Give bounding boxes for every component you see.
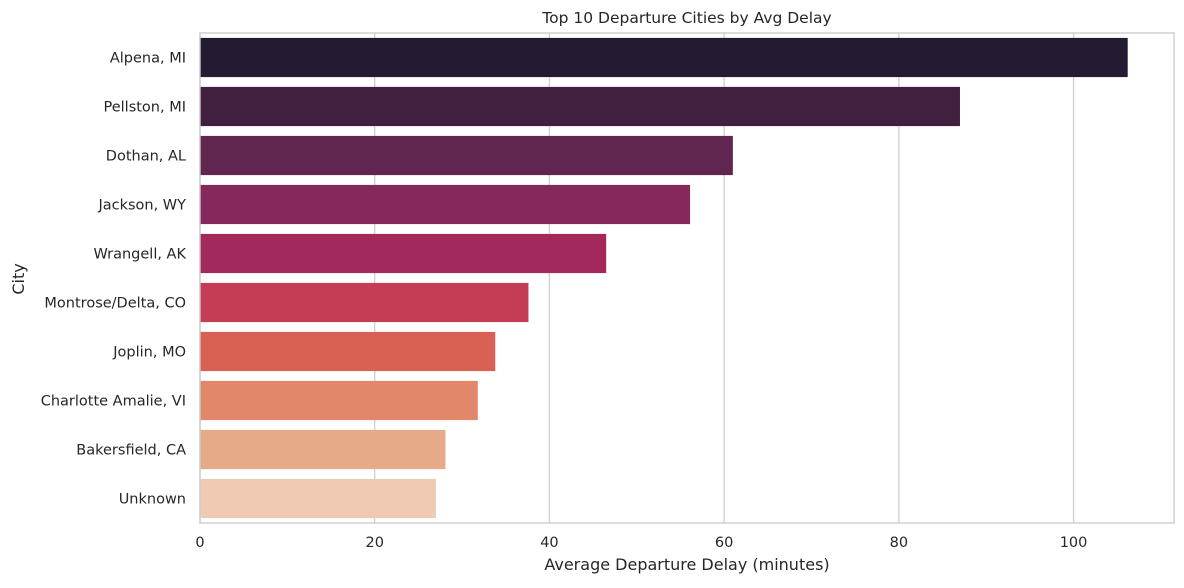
bar: [200, 86, 960, 127]
y-tick-labels: Alpena, MI Pellston, MI Dothan, AL Jackson,…: [41, 51, 187, 508]
y-tick-label: Charlotte Amalie, VI: [41, 394, 186, 410]
y-tick-label: Joplin, MO: [112, 345, 186, 361]
bar: [200, 282, 529, 323]
y-tick-label: Unknown: [119, 492, 186, 508]
bar: [200, 331, 496, 372]
chart-title: Top 10 Departure Cities by Avg Delay: [541, 9, 831, 27]
x-tick-labels: 0 20 40 60 80 100: [195, 535, 1087, 551]
bars: [200, 37, 1128, 519]
y-tick-label: Dothan, AL: [106, 149, 186, 165]
bar: [200, 478, 436, 519]
x-tick-label: 60: [715, 535, 733, 551]
x-tick-label: 0: [195, 535, 204, 551]
axes-frame: [199, 32, 1175, 524]
y-tick-label: Alpena, MI: [110, 51, 186, 67]
plot-frame: [199, 32, 1175, 524]
y-axis-label: City: [9, 263, 28, 294]
x-tick-label: 40: [540, 535, 558, 551]
y-tick-label: Pellston, MI: [103, 100, 186, 116]
bar: [200, 184, 691, 225]
y-tick-label: Bakersfield, CA: [76, 443, 186, 459]
y-tick-label: Wrangell, AK: [93, 247, 186, 263]
bar: [200, 380, 478, 421]
bar: [200, 135, 733, 176]
bar: [200, 233, 607, 274]
bar: [200, 429, 446, 470]
x-axis-label: Average Departure Delay (minutes): [544, 555, 829, 574]
bar: [200, 37, 1128, 78]
y-tick-label: Montrose/Delta, CO: [44, 296, 186, 312]
x-tick-label: 20: [365, 535, 383, 551]
y-tick-label: Jackson, WY: [97, 198, 186, 214]
x-tick-label: 80: [890, 535, 908, 551]
x-tick-label: 100: [1060, 535, 1088, 551]
